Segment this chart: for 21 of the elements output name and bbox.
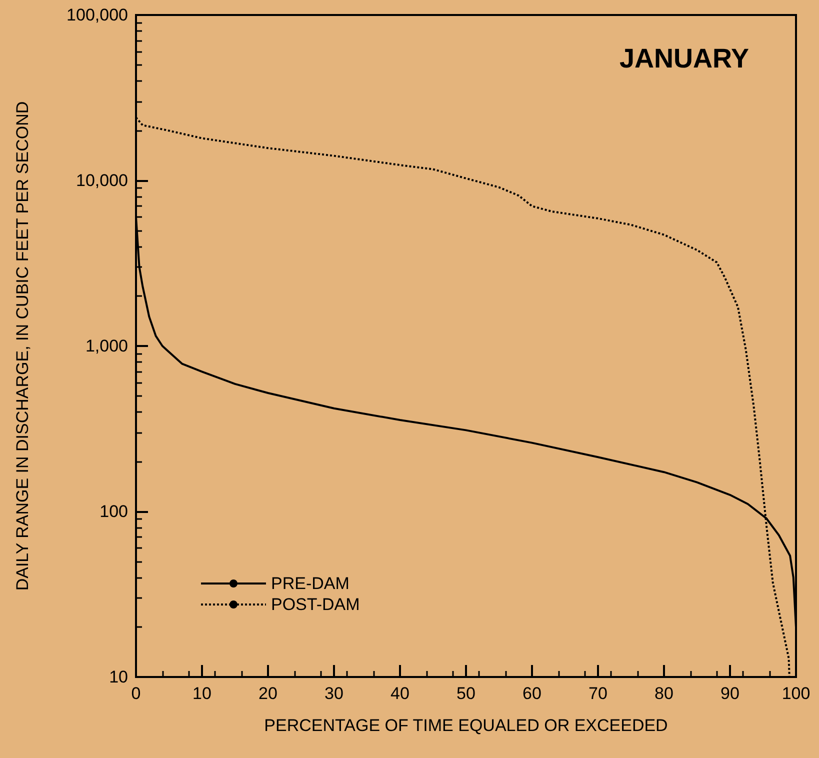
y-tick-label: 1,000 [85, 336, 128, 356]
y-tick-label: 10 [109, 668, 128, 686]
legend-label: POST-DAM [271, 595, 360, 614]
x-tick-label: 0 [131, 684, 141, 703]
x-tick-label: 40 [390, 684, 410, 703]
y-tick-label: 100,000 [66, 6, 128, 24]
x-tick-label: 80 [654, 684, 674, 703]
x-tick-label: 20 [258, 684, 278, 703]
x-tick-label: 90 [720, 684, 740, 703]
y-tick-label: 100 [100, 502, 128, 521]
x-tick-label: 100 [782, 684, 810, 703]
x-axis-title: PERCENTAGE OF TIME EQUALED OR EXCEEDED [264, 716, 668, 735]
legend-label: PRE-DAM [271, 574, 350, 593]
x-tick-label: 50 [456, 684, 476, 703]
x-tick-label: 60 [522, 684, 542, 703]
x-tick-label: 70 [588, 684, 608, 703]
y-axis-title: DAILY RANGE IN DISCHARGE, IN CUBIC FEET PER SECOND [13, 101, 32, 591]
x-tick-label: 30 [324, 684, 344, 703]
y-tick-label: 10,000 [76, 171, 128, 190]
text: JANUARY [619, 44, 749, 74]
x-tick-label: 10 [192, 684, 212, 703]
